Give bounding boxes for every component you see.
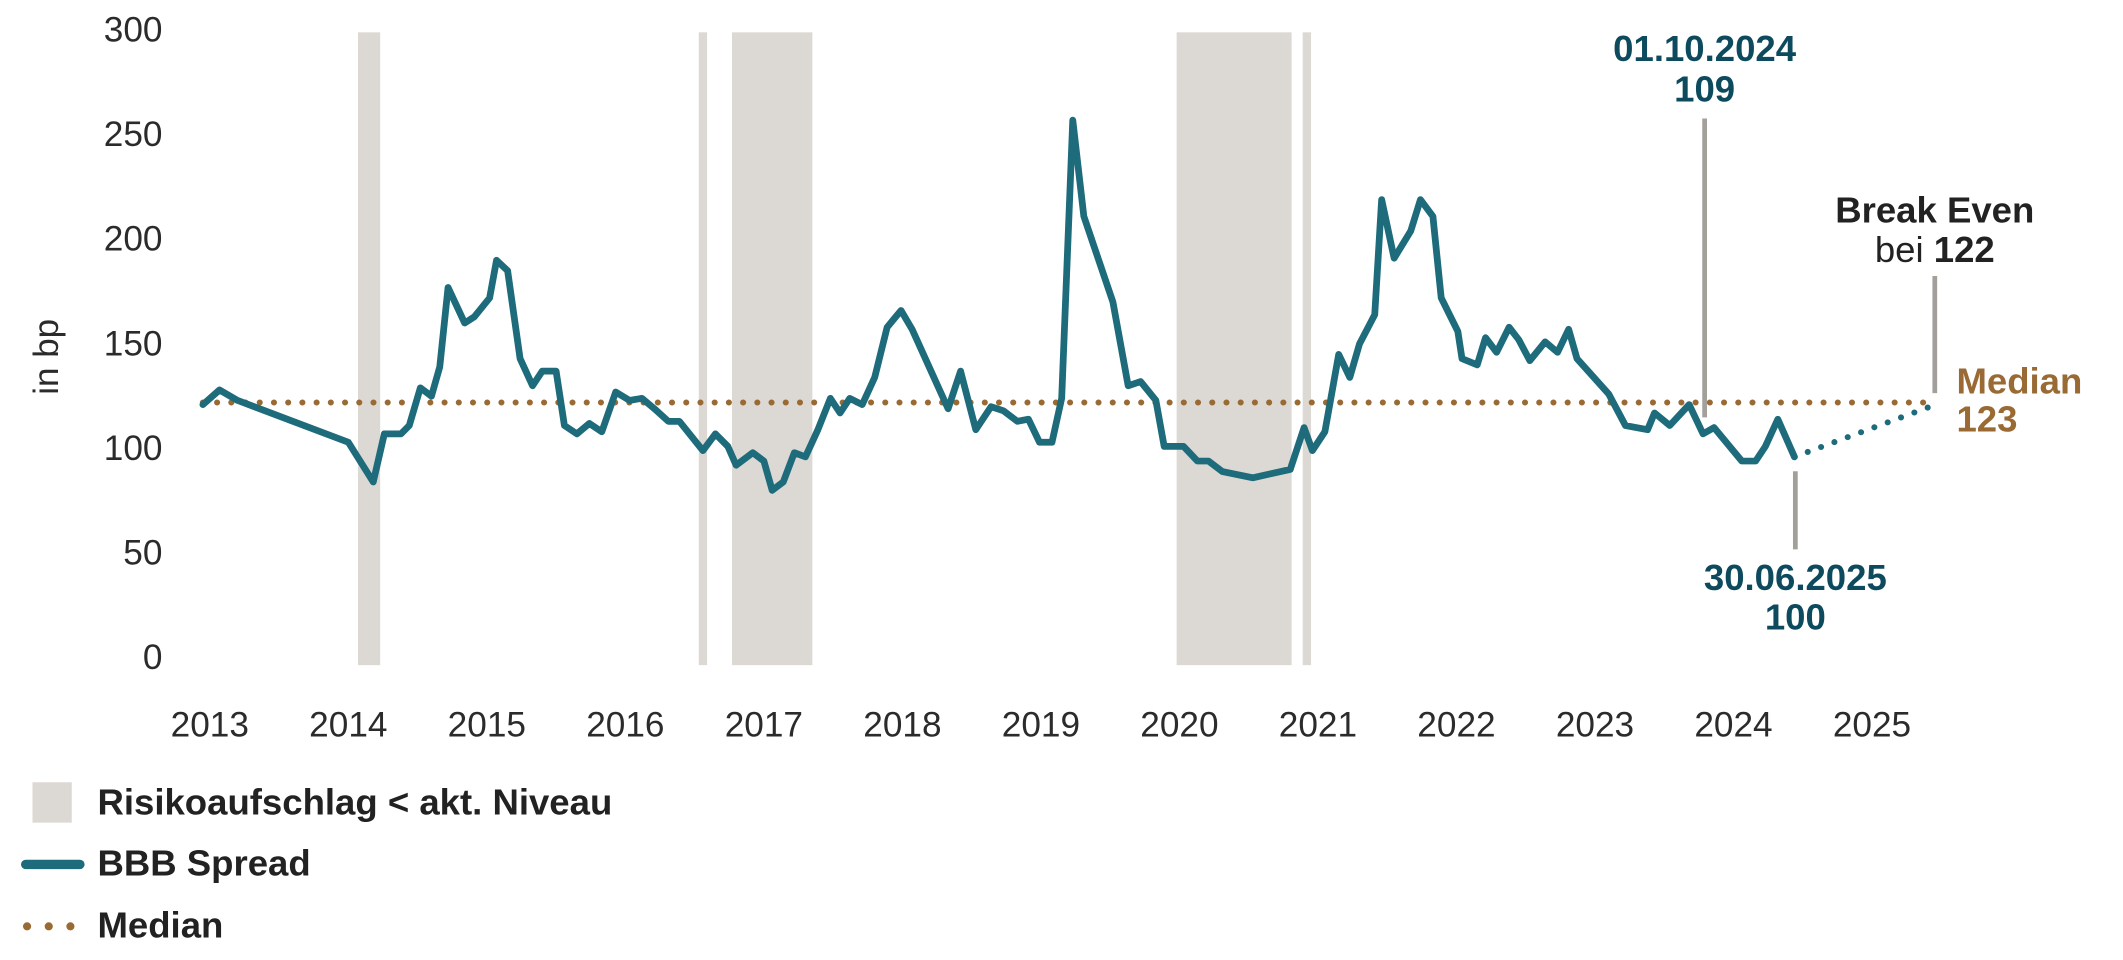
annotation-prefix: bei	[1875, 228, 1924, 269]
annotation-space	[1924, 228, 1934, 269]
x-tick-label: 2015	[448, 705, 526, 744]
y-tick-label: 200	[104, 220, 163, 259]
shaded-range	[698, 32, 708, 666]
series-line	[199, 116, 1798, 494]
series-line	[1791, 401, 1939, 460]
annotation-title: Break Even	[1835, 189, 2034, 230]
x-tick-label: 2016	[586, 705, 664, 744]
x-tick-label: 2018	[863, 705, 941, 744]
annotation-value: bei 122	[1875, 228, 1995, 269]
annotation-value: 123	[1956, 398, 2017, 439]
y-tick-label: 0	[143, 638, 163, 677]
x-tick-label: 2022	[1417, 705, 1495, 744]
x-tick-label: 2013	[171, 705, 249, 744]
shaded-range	[1302, 32, 1312, 666]
legend-swatch	[32, 782, 72, 823]
annotation-number: 109	[1674, 68, 1735, 109]
x-tick-label: 2014	[309, 705, 387, 744]
y-tick-label: 100	[104, 429, 163, 468]
annotation-title: Median	[1956, 360, 2082, 401]
y-axis-label: in bp	[27, 319, 66, 395]
x-tick-label: 2020	[1140, 705, 1218, 744]
annotation-title: 30.06.2025	[1704, 557, 1887, 598]
x-tick-label: 2017	[725, 705, 803, 744]
annotation-value: 100	[1765, 596, 1826, 637]
legend-label: Risikoaufschlag < akt. Niveau	[97, 782, 612, 823]
y-tick-label: 300	[104, 11, 163, 50]
annotation-number: 122	[1934, 228, 1995, 269]
shaded-range	[1176, 32, 1292, 666]
shaded-range	[732, 32, 813, 666]
x-tick-label: 2021	[1279, 705, 1357, 744]
y-tick-label: 150	[104, 324, 163, 363]
x-tick-label: 2024	[1694, 705, 1772, 744]
y-tick-label: 250	[104, 115, 163, 154]
x-tick-label: 2019	[1002, 705, 1080, 744]
annotation-value: 109	[1674, 68, 1735, 109]
legend-label: Median	[97, 904, 223, 945]
annotation-number: 100	[1765, 596, 1826, 637]
x-tick-label: 2025	[1833, 705, 1911, 744]
annotation-number: 123	[1956, 398, 2017, 439]
x-tick-label: 2023	[1556, 705, 1634, 744]
annotation-title: 01.10.2024	[1613, 28, 1797, 69]
shaded-range	[358, 32, 381, 666]
y-tick-label: 50	[123, 534, 162, 573]
legend-label: BBB Spread	[97, 842, 310, 883]
